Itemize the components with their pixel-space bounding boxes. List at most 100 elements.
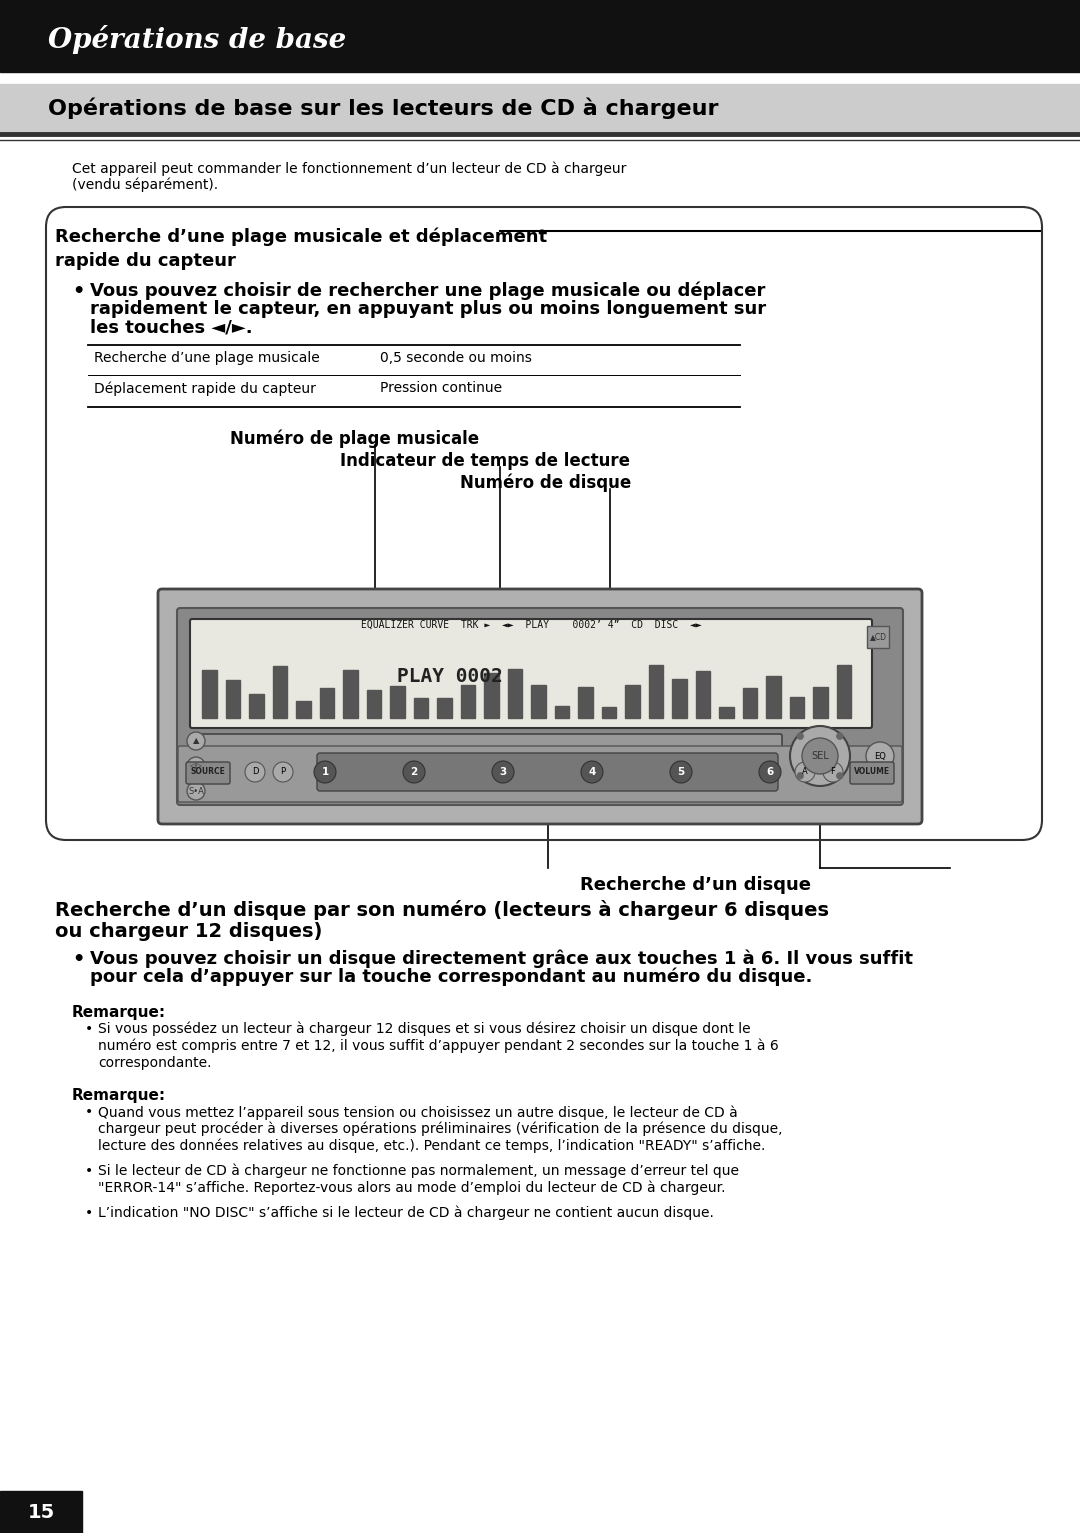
Circle shape bbox=[187, 782, 205, 800]
Text: EQUALIZER CURVE  TRK ►  ◄►  PLAY    0002’ 4”  CD  DISC  ◄►: EQUALIZER CURVE TRK ► ◄► PLAY 0002’ 4” C… bbox=[361, 619, 701, 630]
Text: Si vous possédez un lecteur à chargeur 12 disques et si vous désirez choisir un : Si vous possédez un lecteur à chargeur 1… bbox=[98, 1023, 779, 1070]
Text: ▲: ▲ bbox=[192, 736, 199, 745]
Text: Vous pouvez choisir un disque directement grâce aux touches 1 à 6. Il vous suffi: Vous pouvez choisir un disque directemen… bbox=[90, 950, 913, 969]
Text: Déplacement rapide du capteur: Déplacement rapide du capteur bbox=[94, 382, 315, 396]
Bar bbox=[249, 694, 264, 717]
Text: Si le lecteur de CD à chargeur ne fonctionne pas normalement, un message d’erreu: Si le lecteur de CD à chargeur ne foncti… bbox=[98, 1164, 739, 1196]
Text: •: • bbox=[85, 1105, 93, 1119]
Bar bbox=[625, 685, 639, 717]
Bar bbox=[414, 698, 428, 717]
Text: EQ: EQ bbox=[874, 751, 886, 760]
Circle shape bbox=[789, 727, 850, 786]
Bar bbox=[578, 687, 593, 717]
Text: Recherche d’une plage musicale et déplacement: Recherche d’une plage musicale et déplac… bbox=[55, 228, 548, 247]
Circle shape bbox=[245, 762, 265, 782]
Circle shape bbox=[759, 760, 781, 783]
FancyBboxPatch shape bbox=[190, 619, 872, 728]
Text: Remarque:: Remarque: bbox=[72, 1088, 166, 1104]
Circle shape bbox=[795, 762, 815, 782]
Text: S•A: S•A bbox=[188, 786, 204, 796]
Circle shape bbox=[837, 773, 842, 779]
Bar bbox=[226, 681, 240, 717]
Bar bbox=[437, 698, 451, 717]
Text: 15: 15 bbox=[27, 1502, 55, 1521]
Text: L’indication "NO DISC" s’affiche si le lecteur de CD à chargeur ne contient aucu: L’indication "NO DISC" s’affiche si le l… bbox=[98, 1206, 714, 1220]
Text: Recherche d’une plage musicale: Recherche d’une plage musicale bbox=[94, 351, 320, 365]
Circle shape bbox=[581, 760, 603, 783]
Bar bbox=[766, 676, 781, 717]
Text: SEL: SEL bbox=[811, 751, 828, 760]
Bar bbox=[531, 685, 545, 717]
Text: Cet appareil peut commander le fonctionnement d’un lecteur de CD à chargeur: Cet appareil peut commander le fonctionn… bbox=[72, 162, 626, 176]
FancyBboxPatch shape bbox=[177, 609, 903, 805]
Text: Vous pouvez choisir de rechercher une plage musicale ou déplacer: Vous pouvez choisir de rechercher une pl… bbox=[90, 282, 766, 300]
Text: ▲CD: ▲CD bbox=[869, 633, 887, 641]
Circle shape bbox=[797, 773, 804, 779]
Text: Remarque:: Remarque: bbox=[72, 1006, 166, 1019]
Bar bbox=[696, 671, 711, 717]
Circle shape bbox=[187, 757, 205, 776]
Bar bbox=[672, 679, 687, 717]
Bar bbox=[508, 668, 523, 717]
Circle shape bbox=[797, 733, 804, 739]
Text: (vendu séparément).: (vendu séparément). bbox=[72, 178, 218, 193]
Circle shape bbox=[823, 762, 843, 782]
Circle shape bbox=[837, 733, 842, 739]
Text: les touches ◄/►.: les touches ◄/►. bbox=[90, 317, 253, 336]
Text: 3: 3 bbox=[499, 766, 507, 777]
Bar bbox=[296, 701, 311, 717]
Bar bbox=[0, 0, 1080, 72]
Bar bbox=[484, 673, 499, 717]
Bar bbox=[602, 707, 617, 717]
Text: Numéro de disque: Numéro de disque bbox=[460, 474, 631, 492]
Circle shape bbox=[314, 760, 336, 783]
FancyBboxPatch shape bbox=[850, 762, 894, 783]
Text: 6: 6 bbox=[767, 766, 773, 777]
Bar bbox=[0, 1492, 82, 1533]
Circle shape bbox=[670, 760, 692, 783]
Bar bbox=[202, 670, 217, 717]
Text: SOURCE: SOURCE bbox=[190, 768, 226, 777]
Text: Indicateur de temps de lecture: Indicateur de temps de lecture bbox=[340, 452, 630, 471]
Text: Quand vous mettez l’appareil sous tension ou choisissez un autre disque, le lect: Quand vous mettez l’appareil sous tensio… bbox=[98, 1105, 783, 1153]
Text: 4: 4 bbox=[589, 766, 596, 777]
Bar bbox=[648, 665, 663, 717]
Text: A: A bbox=[802, 768, 808, 777]
Bar bbox=[320, 688, 334, 717]
Circle shape bbox=[187, 731, 205, 750]
Bar bbox=[366, 690, 381, 717]
Bar bbox=[460, 685, 475, 717]
Text: Opérations de base: Opérations de base bbox=[48, 26, 347, 55]
Text: Opérations de base sur les lecteurs de CD à chargeur: Opérations de base sur les lecteurs de C… bbox=[48, 97, 718, 118]
Bar bbox=[343, 670, 357, 717]
Circle shape bbox=[866, 742, 894, 770]
Text: rapidement le capteur, en appuyant plus ou moins longuement sur: rapidement le capteur, en appuyant plus … bbox=[90, 300, 766, 317]
Bar bbox=[867, 625, 889, 648]
Circle shape bbox=[492, 760, 514, 783]
Text: PLAY 0002: PLAY 0002 bbox=[396, 667, 502, 685]
Circle shape bbox=[403, 760, 426, 783]
Text: F: F bbox=[831, 768, 836, 777]
Bar bbox=[813, 687, 827, 717]
Text: D: D bbox=[252, 768, 258, 777]
FancyBboxPatch shape bbox=[198, 734, 782, 779]
Text: 1: 1 bbox=[322, 766, 328, 777]
Bar bbox=[789, 698, 805, 717]
Text: •: • bbox=[85, 1164, 93, 1177]
Bar bbox=[837, 665, 851, 717]
Bar bbox=[719, 707, 733, 717]
Circle shape bbox=[273, 762, 293, 782]
Bar bbox=[272, 665, 287, 717]
Text: 2: 2 bbox=[410, 766, 418, 777]
Bar bbox=[0, 84, 1080, 132]
FancyBboxPatch shape bbox=[186, 762, 230, 783]
Text: rapide du capteur: rapide du capteur bbox=[55, 251, 235, 270]
Circle shape bbox=[802, 737, 838, 774]
Text: 5: 5 bbox=[677, 766, 685, 777]
Text: •: • bbox=[85, 1206, 93, 1220]
Text: •: • bbox=[72, 950, 84, 969]
Text: VOLUME: VOLUME bbox=[854, 768, 890, 777]
Text: ou chargeur 12 disques): ou chargeur 12 disques) bbox=[55, 921, 322, 941]
Text: ◁▷: ◁▷ bbox=[189, 762, 203, 771]
Bar bbox=[554, 707, 569, 717]
